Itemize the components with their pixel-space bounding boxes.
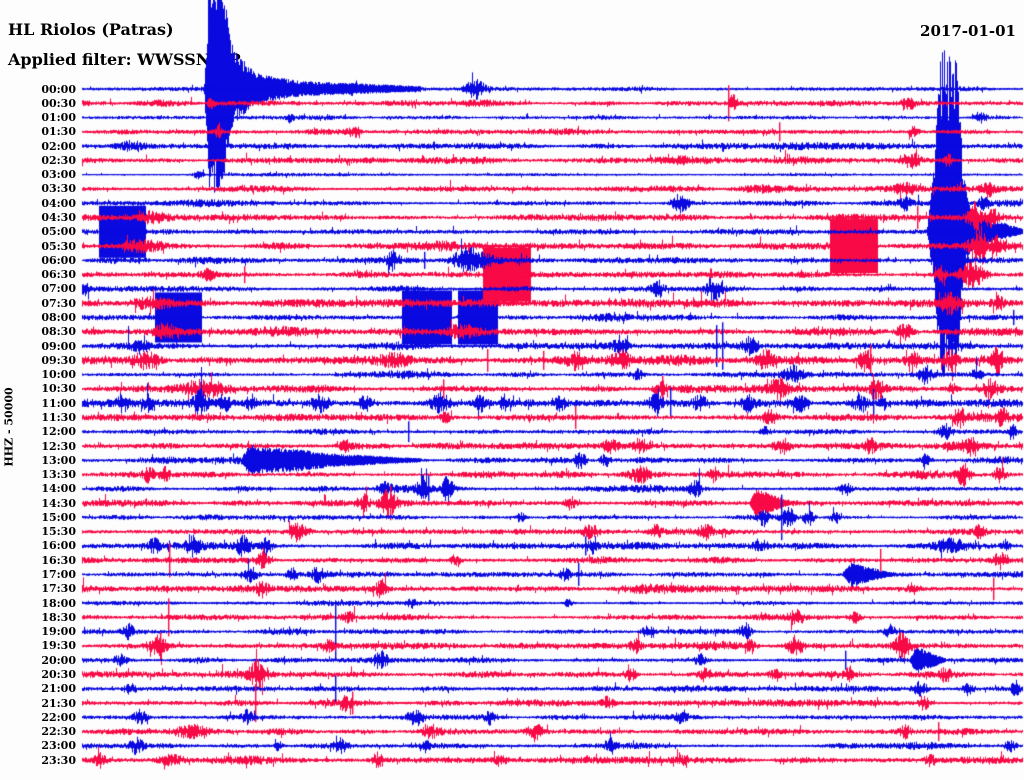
- time-label: 04:00: [41, 196, 76, 210]
- time-label: 12:30: [41, 439, 76, 453]
- time-label: 20:00: [41, 653, 76, 667]
- time-label: 16:00: [41, 539, 76, 553]
- time-label: 18:30: [41, 610, 76, 624]
- time-label: 11:30: [41, 410, 76, 424]
- time-label: 06:00: [41, 253, 76, 267]
- time-label: 05:00: [41, 225, 76, 239]
- time-label: 14:30: [41, 496, 76, 510]
- time-label: 10:30: [41, 382, 76, 396]
- time-label: 19:00: [41, 625, 76, 639]
- time-label: 13:00: [41, 453, 76, 467]
- time-label: 11:00: [41, 396, 76, 410]
- time-label: 21:00: [41, 682, 76, 696]
- time-label: 15:30: [41, 525, 76, 539]
- time-label: 14:00: [41, 482, 76, 496]
- time-label: 02:00: [41, 139, 76, 153]
- time-label: 02:30: [41, 153, 76, 167]
- time-label: 09:00: [41, 339, 76, 353]
- time-label: 08:00: [41, 310, 76, 324]
- time-label: 07:00: [41, 282, 76, 296]
- time-label: 23:30: [41, 753, 76, 767]
- time-label: 20:30: [41, 667, 76, 681]
- time-label: 22:00: [41, 710, 76, 724]
- time-label: 00:30: [41, 96, 76, 110]
- time-label: 17:00: [41, 568, 76, 582]
- time-label: 22:30: [41, 725, 76, 739]
- time-label: 01:30: [41, 125, 76, 139]
- time-label: 04:30: [41, 211, 76, 225]
- time-label: 07:30: [41, 296, 76, 310]
- time-label: 16:30: [41, 553, 76, 567]
- time-label: 03:00: [41, 168, 76, 182]
- time-label: 15:00: [41, 510, 76, 524]
- time-label: 19:30: [41, 639, 76, 653]
- time-label: 18:00: [41, 596, 76, 610]
- time-label: 08:30: [41, 325, 76, 339]
- time-label: 01:00: [41, 111, 76, 125]
- time-label: 12:00: [41, 425, 76, 439]
- time-label: 05:30: [41, 239, 76, 253]
- time-label: 00:00: [41, 82, 76, 96]
- time-label: 23:00: [41, 739, 76, 753]
- time-label: 03:30: [41, 182, 76, 196]
- time-label: 17:30: [41, 582, 76, 596]
- time-label: 13:30: [41, 468, 76, 482]
- time-label: 10:00: [41, 368, 76, 382]
- time-label: 21:30: [41, 696, 76, 710]
- time-label: 09:30: [41, 353, 76, 367]
- time-label: 06:30: [41, 268, 76, 282]
